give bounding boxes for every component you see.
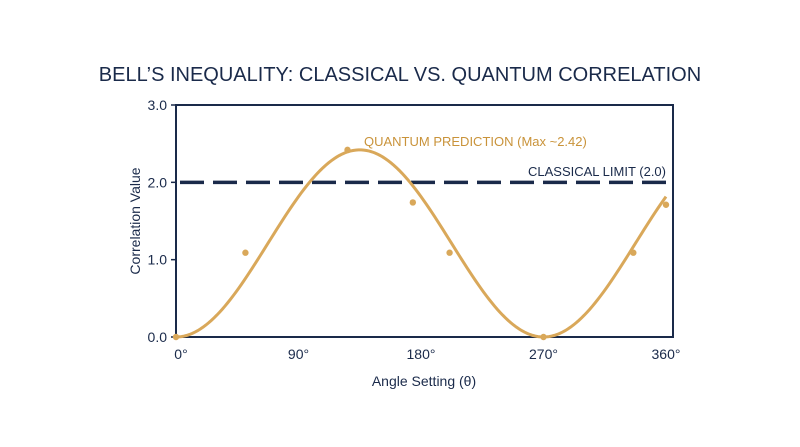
quantum-data-point bbox=[540, 333, 547, 341]
quantum-annotation: QUANTUM PREDICTION (Max ~2.42) bbox=[364, 134, 587, 149]
y-tick-label: 2.0 bbox=[148, 174, 168, 190]
x-tick-label: 360° bbox=[652, 346, 681, 362]
quantum-prediction-curve bbox=[175, 148, 668, 339]
classical-annotation: CLASSICAL LIMIT (2.0) bbox=[528, 164, 666, 179]
quantum-data-point bbox=[242, 249, 249, 256]
chart-title: BELL’S INEQUALITY: CLASSICAL VS. QUANTUM… bbox=[99, 64, 701, 86]
plot-frame bbox=[175, 104, 674, 338]
y-tick-label: 0.0 bbox=[148, 329, 168, 345]
y-tick-label: 1.0 bbox=[148, 252, 168, 268]
quantum-data-point bbox=[409, 199, 417, 206]
x-tick-label: 0° bbox=[174, 346, 187, 362]
y-tick-label: 3.0 bbox=[148, 97, 168, 113]
quantum-data-point bbox=[662, 201, 670, 208]
x-tick-label: 90° bbox=[288, 346, 309, 362]
quantum-data-point bbox=[446, 249, 453, 256]
quantum-data-points bbox=[172, 146, 670, 341]
x-tick-label: 180° bbox=[407, 346, 436, 362]
x-axis-ticks: 0° 90° 180° 270° 360° bbox=[174, 346, 680, 362]
y-axis-ticks: 0.0 1.0 2.0 3.0 bbox=[148, 97, 176, 345]
y-axis-label: Correlation Value bbox=[127, 167, 143, 274]
quantum-data-point bbox=[344, 146, 351, 154]
quantum-data-point bbox=[630, 249, 637, 256]
x-axis-label: Angle Setting (θ) bbox=[372, 373, 476, 389]
x-tick-label: 270° bbox=[529, 346, 558, 362]
quantum-data-point bbox=[172, 333, 180, 341]
